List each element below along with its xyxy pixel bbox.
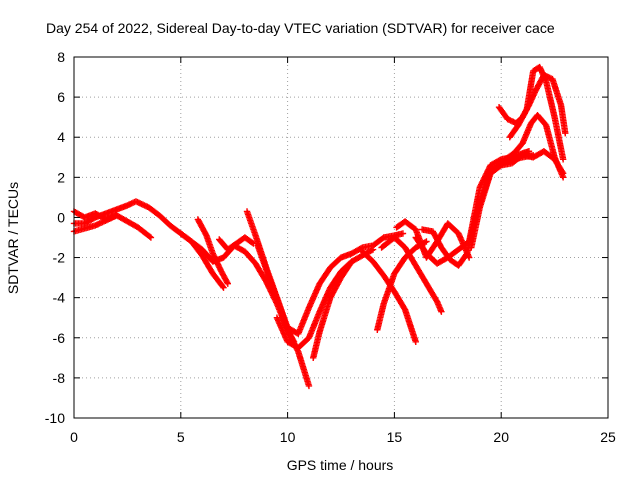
series-arc6: [216, 234, 257, 253]
data-point: [399, 230, 407, 237]
data-point: [223, 279, 231, 286]
data-point: [368, 247, 375, 254]
data-point: [202, 230, 209, 238]
x-tick-label: 20: [493, 429, 509, 445]
y-tick-label: -2: [53, 250, 66, 266]
y-tick-label: -4: [53, 290, 66, 306]
series-arc12: [374, 238, 430, 333]
data-point: [357, 245, 365, 252]
series-arc20: [502, 111, 567, 181]
y-tick-label: -8: [53, 370, 66, 386]
chart-title: Day 254 of 2022, Sidereal Day-to-day VTE…: [46, 20, 555, 36]
series-arc9: [273, 258, 355, 352]
grid: [74, 57, 608, 418]
y-tick-label: -6: [53, 330, 66, 346]
x-tick-label: 10: [280, 429, 296, 445]
data-point: [113, 212, 120, 219]
data-point: [369, 246, 377, 253]
data-point: [220, 284, 227, 291]
x-tick-label: 5: [177, 429, 185, 445]
y-tick-label: 0: [57, 209, 65, 225]
y-tick-label: -10: [45, 410, 65, 426]
data-point: [250, 240, 257, 247]
series-arc8: [254, 242, 313, 390]
data-point: [559, 174, 567, 181]
y-tick-label: 4: [57, 129, 65, 145]
data-point: [219, 283, 226, 290]
series-arc19: [506, 63, 567, 163]
y-tick-label: 6: [57, 89, 65, 105]
y-tick-label: 8: [57, 49, 65, 65]
data-point: [147, 234, 155, 241]
data-series: [70, 63, 569, 390]
data-point: [305, 382, 313, 390]
x-tick-label: 0: [70, 429, 78, 445]
series-arc17: [468, 148, 567, 251]
data-point: [224, 280, 231, 287]
series-arc5: [194, 216, 231, 287]
data-point: [412, 338, 419, 345]
series-arc3: [70, 208, 120, 223]
plot-frame: [73, 56, 609, 419]
data-point: [438, 308, 445, 315]
y-tick-label: 2: [57, 169, 65, 185]
data-point: [559, 156, 567, 163]
data-point: [522, 107, 530, 114]
series-arc13: [378, 234, 445, 315]
x-tick-label: 15: [387, 429, 403, 445]
y-axis-label: SDTVAR / TECUs: [5, 182, 21, 294]
x-axis-label: GPS time / hours: [287, 457, 394, 473]
x-tick-label: 25: [600, 429, 616, 445]
data-point: [146, 233, 153, 240]
data-point: [423, 238, 430, 245]
series-arc10: [310, 246, 377, 362]
series-arc11: [359, 248, 419, 345]
data-point: [249, 239, 256, 246]
series-arc4: [177, 230, 227, 291]
data-point: [562, 130, 569, 137]
axis-ticks: 0 5 10 15 20 25 -10 -8 -6 -4 -2 0 2 4 6 8: [45, 49, 616, 445]
